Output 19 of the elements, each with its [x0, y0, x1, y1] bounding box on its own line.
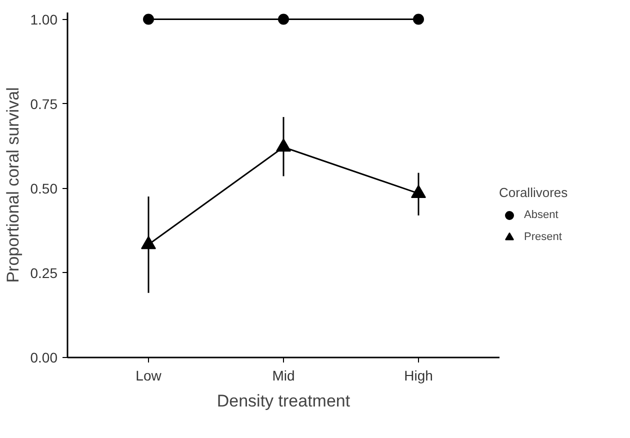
y-tick-label: 0.50: [30, 180, 58, 196]
x-tick-label: Low: [136, 368, 162, 384]
legend-label: Absent: [524, 209, 558, 221]
y-tick-label: 0.25: [30, 264, 58, 281]
point: [143, 14, 154, 25]
legend-title: Corallivores: [499, 185, 568, 200]
x-tick-label: Mid: [272, 368, 295, 384]
y-tick-label: 0.00: [30, 350, 58, 366]
x-axis-title: Density treatment: [216, 392, 350, 410]
point: [413, 14, 424, 25]
point: [276, 138, 291, 152]
y-tick-label: 1.00: [30, 11, 58, 28]
legend-label: Present: [524, 231, 562, 243]
point: [411, 184, 426, 198]
y-tick-label: 0.75: [30, 96, 58, 112]
x-tick-label: High: [404, 368, 433, 384]
point: [141, 236, 156, 250]
y-axis-title: Proportional coral survival: [3, 87, 22, 283]
point: [278, 14, 289, 25]
